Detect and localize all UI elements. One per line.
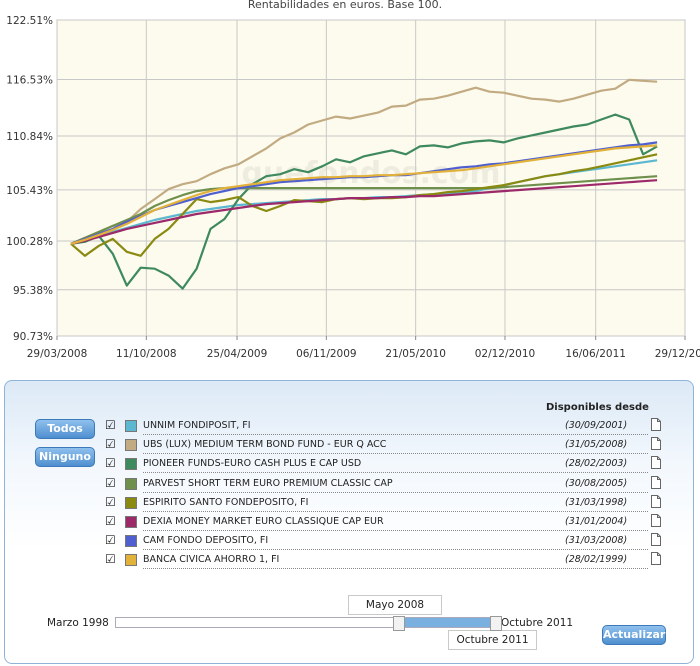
- fund-color-swatch: [125, 516, 137, 528]
- fund-color-swatch: [125, 535, 137, 548]
- available-since-header: Disponibles desde: [546, 402, 649, 413]
- fund-checkbox[interactable]: ☑: [105, 552, 116, 567]
- document-icon[interactable]: [651, 533, 661, 547]
- fund-row: ☑ PIONEER FUNDS-EURO CASH PLUS E CAP USD (…: [105, 455, 665, 474]
- fund-checkbox[interactable]: ☑: [105, 456, 116, 471]
- series-line: [70, 78, 658, 245]
- y-tick-label: 110.84%: [6, 131, 53, 143]
- fund-color-swatch: [125, 420, 137, 432]
- series-line: [70, 144, 658, 245]
- y-tick-label: 122.51%: [6, 15, 53, 27]
- fund-row: ☑ DEXIA MONEY MARKET EURO CLASSIQUE CAP E…: [105, 513, 665, 532]
- row-divider: [143, 472, 648, 474]
- fund-name: PARVEST SHORT TERM EURO PREMIUM CLASSIC …: [143, 477, 393, 489]
- document-icon[interactable]: [651, 514, 661, 527]
- fund-color-swatch: [125, 554, 137, 567]
- series-line: [70, 113, 658, 290]
- x-tick-label: 29/03/2008: [27, 348, 88, 360]
- fund-color-swatch: [125, 439, 137, 452]
- x-tick-label: 06/11/2009: [296, 348, 357, 360]
- document-icon[interactable]: [651, 475, 661, 489]
- fund-row: ☑ CAM FONDO DEPOSITO, FI (31/03/2008): [105, 532, 665, 551]
- fund-checkbox[interactable]: ☑: [105, 475, 116, 490]
- y-tick-label: 116.53%: [6, 74, 53, 86]
- fund-name: PIONEER FUNDS-EURO CASH PLUS E CAP USD: [143, 458, 362, 470]
- document-icon[interactable]: [651, 456, 661, 470]
- fund-name: ESPIRITO SANTO FONDEPOSITO, FI: [143, 496, 309, 508]
- fund-name: DEXIA MONEY MARKET EURO CLASSIQUE CAP EU…: [143, 516, 384, 527]
- x-tick-label: 29/12/2011: [655, 348, 700, 360]
- y-tick-label: 100.28%: [6, 236, 53, 248]
- range-min-label: Marzo 1998: [47, 617, 109, 629]
- range-max-label: Octubre 2011: [501, 617, 574, 629]
- fund-available-date: (31/03/1998): [565, 496, 628, 508]
- fund-color-swatch: [125, 496, 137, 509]
- range-end-display: Octubre 2011: [448, 630, 537, 650]
- fund-checkbox[interactable]: ☑: [105, 533, 116, 548]
- fund-row: ☑ BANCA CIVICA AHORRO 1, FI (28/02/1999): [105, 551, 665, 570]
- series-line: [70, 179, 658, 245]
- date-range-slider[interactable]: [115, 616, 502, 631]
- range-start-display: Mayo 2008: [348, 595, 442, 615]
- fund-checkbox[interactable]: ☑: [105, 514, 116, 528]
- fund-selector-panel: Todos Ninguno Disponibles desde ☑ UNNIM F…: [4, 380, 694, 664]
- row-divider: [143, 453, 648, 455]
- fund-available-date: (28/02/1999): [565, 554, 628, 566]
- document-icon[interactable]: [651, 418, 661, 431]
- returns-line-chart: quefondos.com90.73%95.38%100.28%105.43%1…: [6, 0, 700, 360]
- fund-color-swatch: [125, 477, 137, 490]
- fund-name: BANCA CIVICA AHORRO 1, FI: [143, 554, 280, 566]
- fund-name: CAM FONDO DEPOSITO, FI: [143, 535, 269, 547]
- fund-available-date: (31/03/2008): [565, 535, 628, 547]
- fund-checkbox[interactable]: ☑: [105, 418, 116, 432]
- fund-row: ☑ UNNIM FONDIPOSIT, FI (30/09/2001): [105, 417, 665, 436]
- row-divider: [143, 434, 648, 435]
- row-divider: [143, 510, 648, 512]
- slider-end-handle[interactable]: [490, 616, 502, 631]
- fund-row: ☑ UBS (LUX) MEDIUM TERM BOND FUND - EUR Q…: [105, 436, 665, 455]
- y-tick-label: 90.73%: [13, 331, 53, 343]
- x-tick-label: 11/10/2008: [116, 348, 177, 360]
- chart-title: Rentabilidades en euros. Base 100.: [248, 0, 442, 11]
- select-none-button[interactable]: Ninguno: [35, 447, 95, 467]
- fund-available-date: (31/01/2004): [565, 516, 628, 527]
- y-tick-label: 105.43%: [6, 185, 53, 197]
- chart-area: quefondos.com 90.73% 95.38% 100.28% 105.43% 1…: [6, 0, 700, 360]
- update-button[interactable]: Actualizar: [602, 625, 666, 645]
- x-tick-label: 21/05/2010: [385, 348, 446, 360]
- fund-checkbox[interactable]: ☑: [105, 494, 116, 509]
- fund-available-date: (28/02/2003): [565, 458, 628, 470]
- fund-name: UNNIM FONDIPOSIT, FI: [143, 420, 251, 431]
- fund-row: ☑ ESPIRITO SANTO FONDEPOSITO, FI (31/03/19…: [105, 494, 665, 513]
- y-tick-label: 95.38%: [13, 285, 53, 297]
- row-divider: [143, 549, 648, 551]
- plot-background: [56, 19, 686, 337]
- select-all-button[interactable]: Todos: [35, 419, 95, 439]
- fund-row: ☑ PARVEST SHORT TERM EURO PREMIUM CLASSIC…: [105, 475, 665, 494]
- x-tick-label: 16/06/2011: [565, 348, 626, 360]
- fund-color-swatch: [125, 458, 137, 471]
- document-icon[interactable]: [651, 437, 661, 451]
- slider-start-handle[interactable]: [392, 616, 405, 631]
- row-divider: [143, 568, 648, 570]
- row-divider: [143, 530, 648, 531]
- fund-available-date: (30/08/2005): [565, 477, 628, 489]
- x-tick-label: 25/04/2009: [207, 348, 268, 360]
- row-divider: [143, 491, 648, 493]
- document-icon[interactable]: [651, 552, 661, 566]
- document-icon[interactable]: [651, 494, 661, 508]
- x-tick-label: 02/12/2010: [475, 348, 536, 360]
- fund-available-date: (30/09/2001): [565, 420, 628, 431]
- slider-selected-range: [398, 618, 496, 627]
- series-line: [70, 175, 658, 245]
- fund-available-date: (31/05/2008): [565, 439, 628, 451]
- fund-name: UBS (LUX) MEDIUM TERM BOND FUND - EUR Q …: [143, 439, 387, 451]
- fund-checkbox[interactable]: ☑: [105, 437, 116, 452]
